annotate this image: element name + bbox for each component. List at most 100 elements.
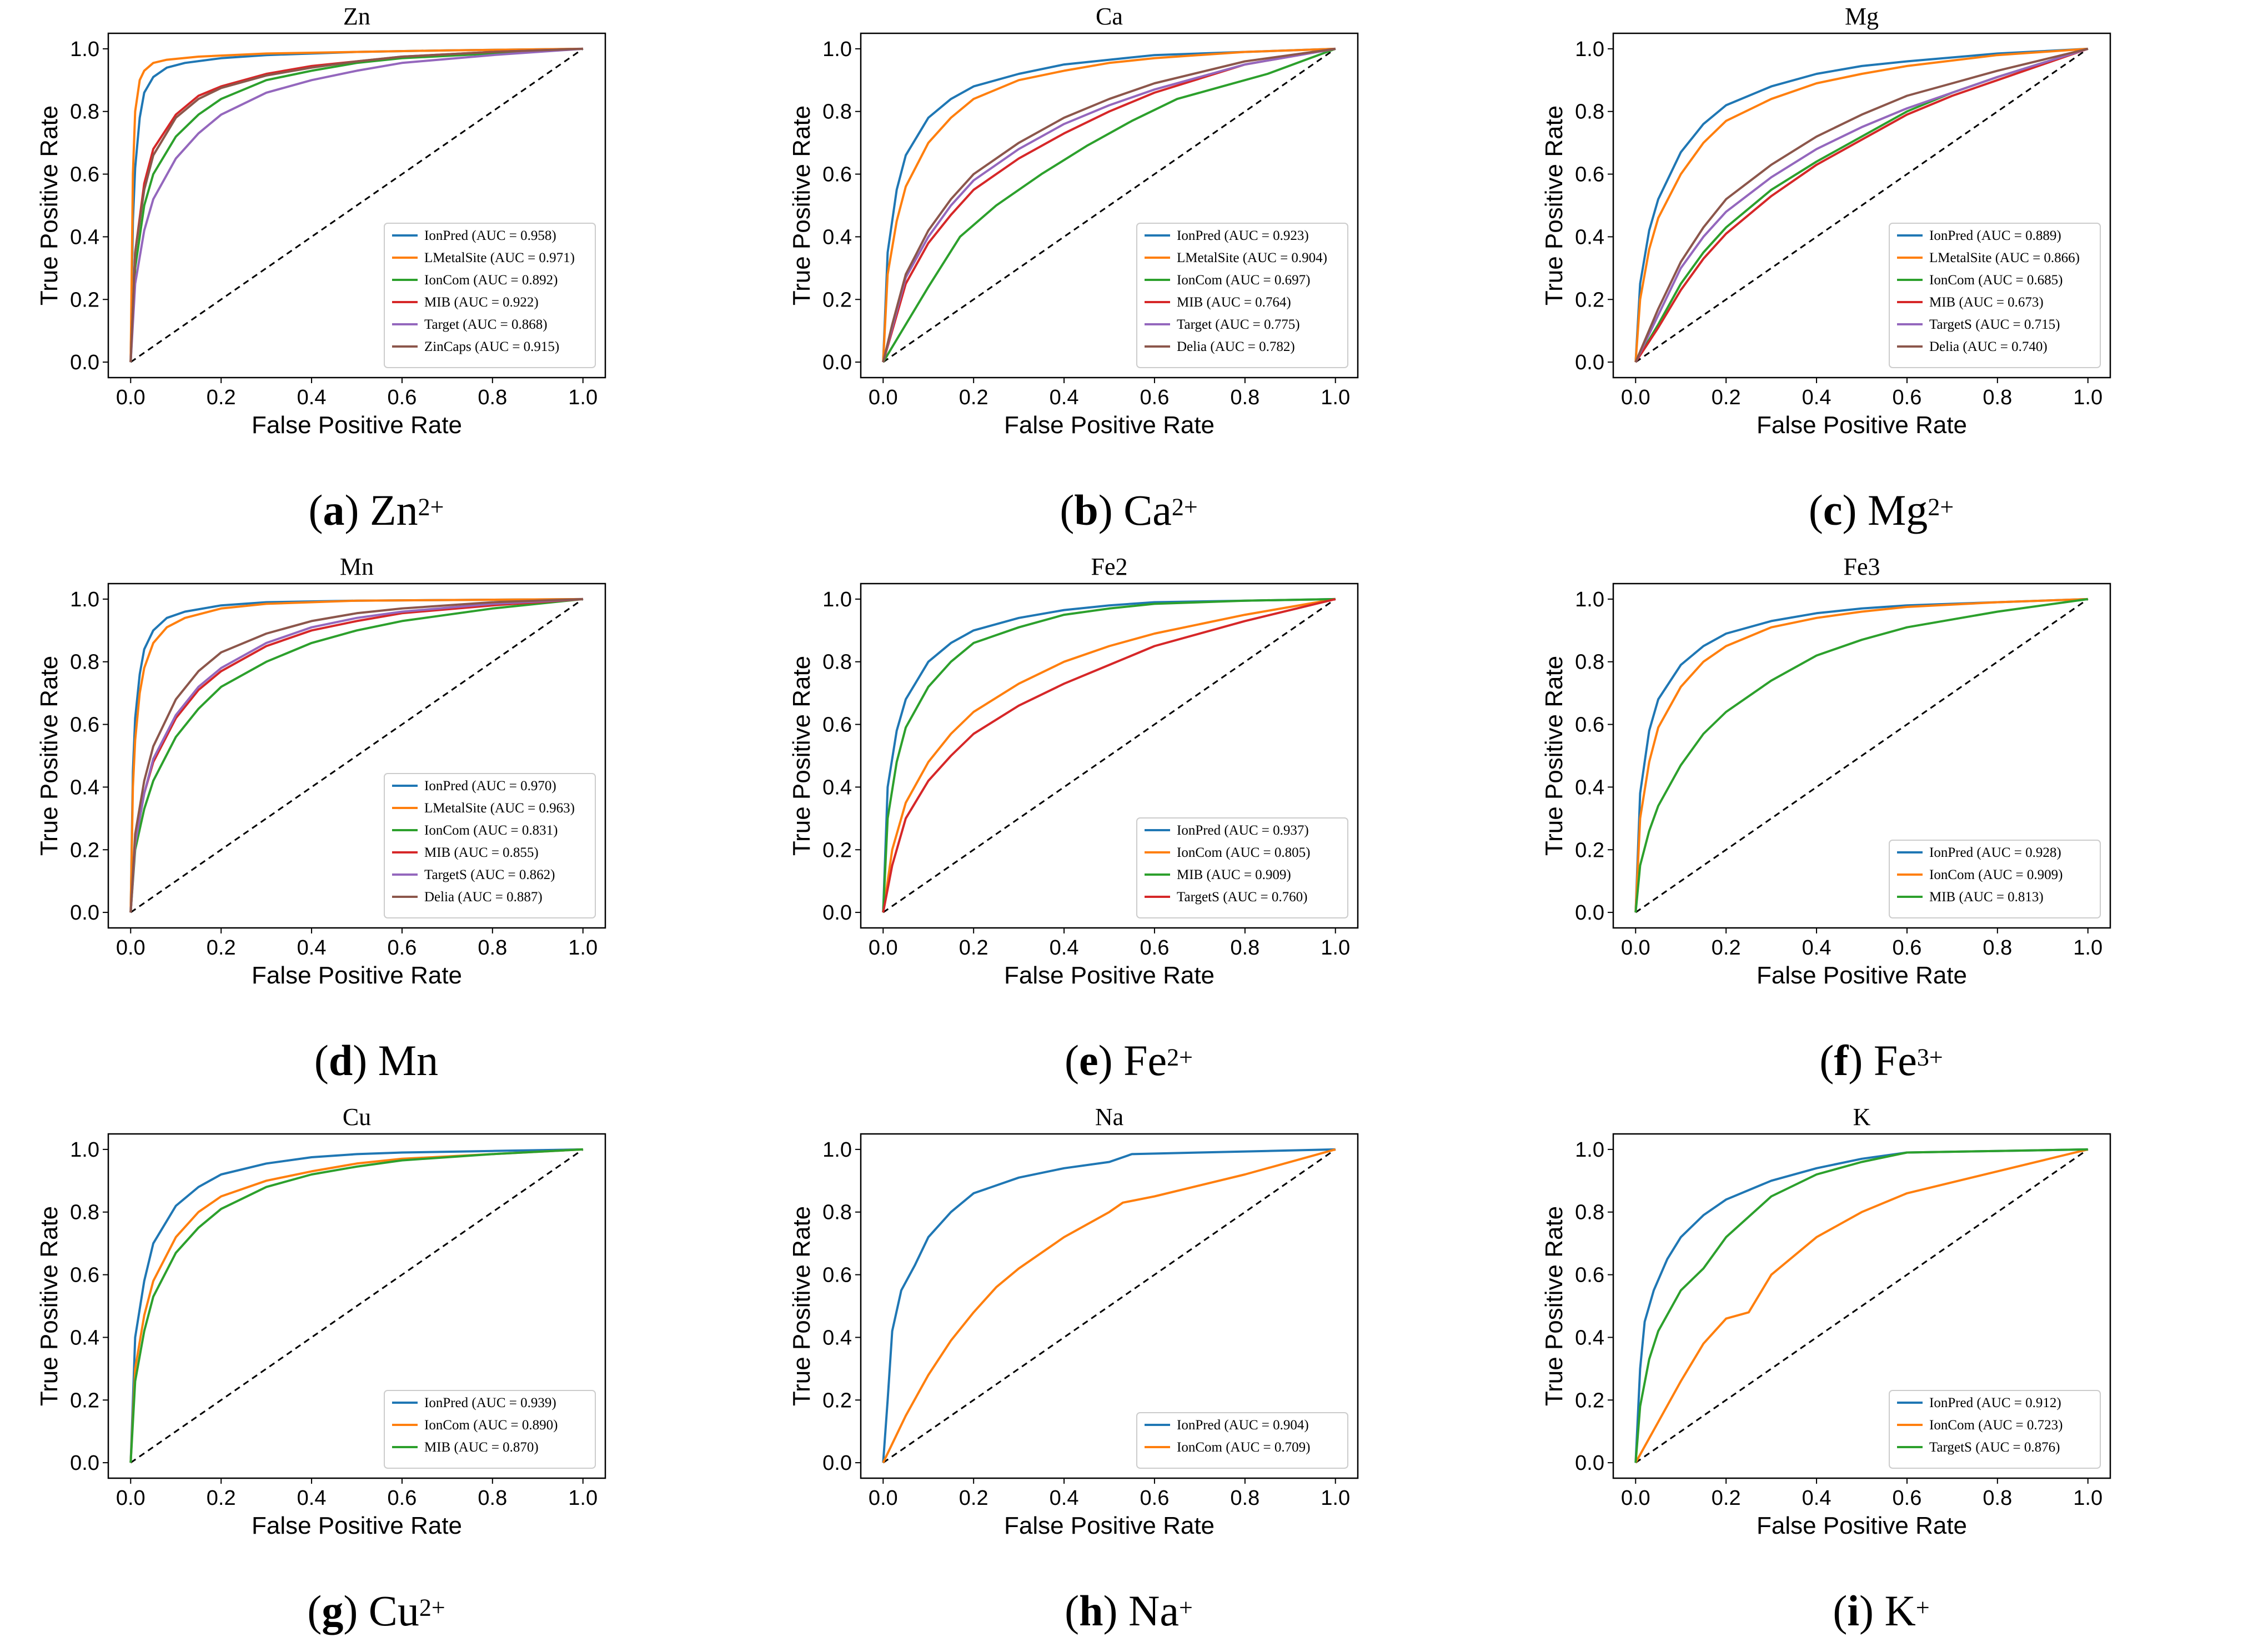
x-tick-label: 0.6	[1893, 936, 1922, 960]
y-tick-label: 0.6	[822, 1264, 852, 1287]
chart-title: Zn	[343, 3, 370, 30]
y-tick-label: 0.0	[70, 1452, 99, 1475]
panel-caption: (e) Fe2+	[1065, 1036, 1193, 1084]
x-tick-label: 0.8	[1230, 386, 1260, 409]
x-axis-label: False Positive Rate	[1004, 1512, 1215, 1539]
roc-chart: Na 0.0 0.2 0.4 0.6 0.8 1.0 0.0 0.2 0.4 0.6 0.8 1.0 Fa…	[788, 1103, 1359, 1539]
series-line	[129, 1148, 583, 1463]
y-tick-label: 0.8	[70, 101, 99, 124]
chance-diagonal	[882, 1148, 1336, 1464]
panel-caption: (h) Na+	[1065, 1586, 1193, 1635]
caption-ion: K	[1884, 1586, 1916, 1635]
x-tick-label: 1.0	[568, 386, 598, 409]
series-line	[129, 1148, 583, 1463]
legend: IonPred (AUC = 0.928) IonCom (AUC = 0.909…	[1889, 840, 2101, 918]
y-tick-label: 0.2	[822, 288, 852, 312]
legend-entry: MIB (AUC = 0.870)	[424, 1440, 539, 1455]
legend: IonPred (AUC = 0.939) IonCom (AUC = 0.890…	[384, 1390, 596, 1469]
y-tick-label: 0.4	[822, 776, 852, 799]
x-tick-label: 0.0	[116, 936, 145, 960]
panel-caption: (b) Ca2+	[1060, 486, 1198, 534]
plot-frame	[1612, 583, 2111, 929]
y-tick-label: 0.8	[70, 651, 99, 674]
caption-charge: 2+	[419, 1594, 445, 1621]
plot-frame	[107, 32, 606, 379]
chance-diagonal	[882, 48, 1336, 363]
series-line	[129, 597, 583, 913]
caption-charge: +	[1915, 1594, 1930, 1621]
x-axis-label: False Positive Rate	[1004, 962, 1215, 989]
roc-panel-g: Cu 0.0 0.2 0.4 0.6 0.8 1.0 0.0 0.2 0.4 0.6 0.8 1.0 Fa…	[0, 1101, 752, 1651]
y-axis-label: True Positive Rate	[36, 106, 63, 305]
roc-panel-h: Na 0.0 0.2 0.4 0.6 0.8 1.0 0.0 0.2 0.4 0.6 0.8 1.0 Fa…	[752, 1101, 1505, 1651]
x-tick-label: 0.4	[1050, 936, 1079, 960]
panel-caption: (d) Mn	[314, 1036, 439, 1084]
x-tick-label: 0.4	[297, 386, 327, 409]
x-tick-label: 0.2	[207, 936, 236, 960]
y-tick-label: 0.0	[70, 901, 99, 925]
legend-entry: TargetS (AUC = 0.862)	[424, 867, 555, 882]
legend-entry: MIB (AUC = 0.855)	[424, 845, 539, 860]
chart-title: Na	[1095, 1103, 1123, 1131]
x-tick-label: 0.2	[1712, 936, 1741, 960]
y-tick-label: 0.2	[1575, 838, 1604, 862]
series-line	[129, 47, 583, 363]
roc-panel-e: Fe2 0.0 0.2 0.4 0.6 0.8 1.0 0.0 0.2 0.4 0.6 0.8 1.0 F…	[752, 550, 1505, 1101]
legend-entry: LMetalSite (AUC = 0.971)	[424, 250, 575, 265]
series-line	[1634, 47, 2089, 363]
y-tick-label: 0.6	[822, 714, 852, 737]
y-tick-label: 0.0	[70, 351, 99, 374]
y-tick-label: 0.6	[1575, 1264, 1604, 1287]
x-axis-label: False Positive Rate	[1757, 1512, 1967, 1539]
chance-diagonal	[1635, 598, 2089, 913]
legend-entry: IonCom (AUC = 0.805)	[1177, 845, 1310, 860]
y-tick-label: 1.0	[70, 588, 99, 611]
x-tick-label: 1.0	[1321, 1487, 1350, 1510]
roc-chart: Fe2 0.0 0.2 0.4 0.6 0.8 1.0 0.0 0.2 0.4 0.6 0.8 1.0 F…	[788, 553, 1359, 989]
caption-letter: c	[1823, 486, 1843, 534]
x-tick-label: 1.0	[1321, 386, 1350, 409]
x-axis-label: False Positive Rate	[1757, 962, 1967, 989]
plot-frame	[860, 583, 1359, 929]
y-tick-label: 0.2	[70, 1389, 99, 1412]
series-line	[129, 597, 583, 913]
x-tick-label: 0.2	[959, 386, 988, 409]
y-tick-label: 1.0	[822, 1138, 852, 1162]
caption-ion: Fe	[1123, 1036, 1167, 1084]
x-tick-label: 1.0	[2073, 936, 2103, 960]
x-tick-label: 0.0	[116, 1487, 145, 1510]
chance-diagonal	[130, 1148, 584, 1464]
series-line	[1634, 597, 2088, 913]
caption-ion: Mg	[1867, 486, 1928, 534]
caption-letter: b	[1074, 486, 1098, 534]
legend-entry: MIB (AUC = 0.764)	[1177, 295, 1291, 310]
legend-entry: IonCom (AUC = 0.723)	[1929, 1418, 2063, 1433]
series-line	[882, 47, 1336, 363]
legend-entry: MIB (AUC = 0.673)	[1929, 295, 2044, 310]
chart-title: K	[1853, 1103, 1871, 1131]
legend: IonPred (AUC = 0.912) IonCom (AUC = 0.723…	[1889, 1390, 2101, 1469]
plot-frame	[1612, 1133, 2111, 1479]
roc-panel-c: Mg 0.0 0.2 0.4 0.6 0.8 1.0 0.0 0.2 0.4 0.6 0.8 1.0 Fa…	[1505, 0, 2257, 550]
panel-caption: (f) Fe3+	[1819, 1036, 1943, 1084]
legend-entry: TargetS (AUC = 0.715)	[1929, 317, 2060, 332]
y-tick-label: 0.8	[1575, 1201, 1604, 1224]
series-line	[1634, 1148, 2089, 1464]
y-axis-label: True Positive Rate	[36, 1206, 63, 1406]
caption-charge: +	[1178, 1594, 1193, 1621]
y-tick-label: 0.4	[822, 1326, 852, 1349]
caption-letter: d	[328, 1036, 353, 1084]
y-tick-label: 0.2	[822, 838, 852, 862]
y-tick-label: 0.2	[70, 838, 99, 862]
legend-entry: MIB (AUC = 0.922)	[424, 295, 539, 310]
y-tick-label: 0.4	[70, 225, 99, 249]
x-tick-label: 0.2	[959, 936, 988, 960]
series-line	[882, 47, 1336, 363]
x-tick-label: 0.8	[1983, 936, 2012, 960]
x-tick-label: 0.2	[1712, 386, 1741, 409]
x-tick-label: 0.8	[1230, 1487, 1260, 1510]
y-tick-label: 0.6	[822, 163, 852, 187]
legend-entry: TargetS (AUC = 0.760)	[1177, 890, 1307, 905]
caption-letter: h	[1079, 1586, 1103, 1635]
plot-frame	[860, 1133, 1359, 1479]
